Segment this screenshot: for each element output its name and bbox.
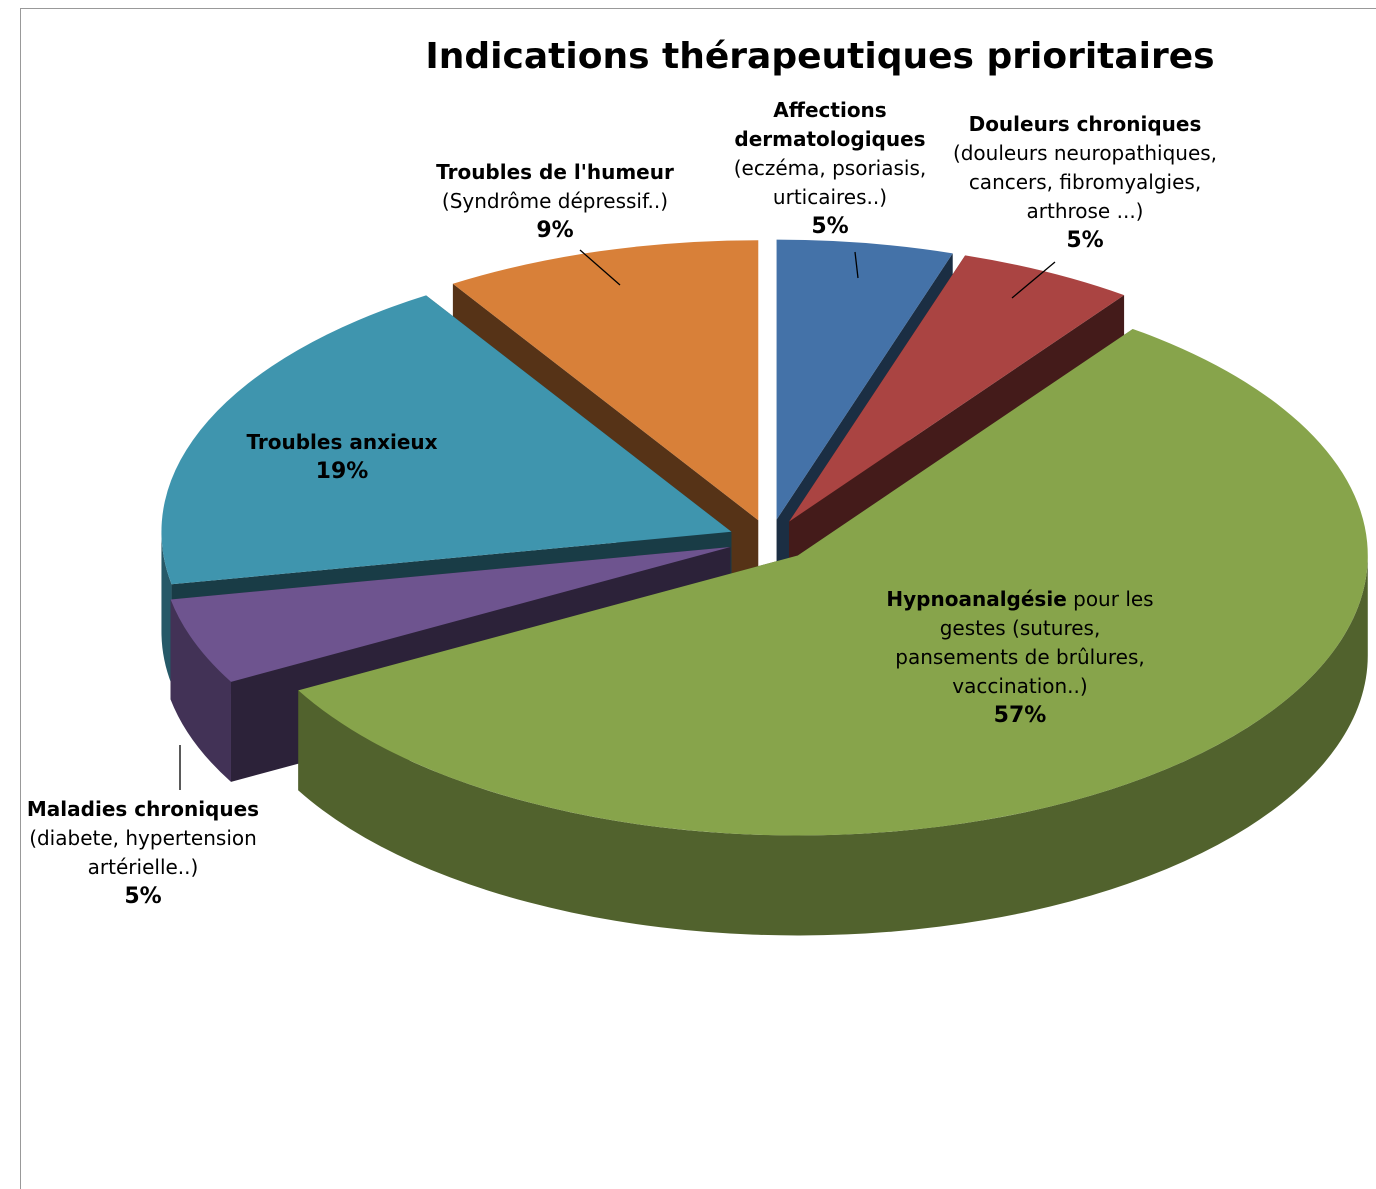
value-label: 9%: [536, 218, 574, 243]
slice-wall: [170, 599, 231, 782]
value-label: 5%: [1066, 228, 1104, 253]
chart-title: Indications thérapeutiques prioritaires: [425, 36, 1215, 77]
category-description: (eczéma, psoriasis, urticaires..): [733, 156, 927, 209]
category-name: Hypnoanalgésie: [886, 587, 1067, 611]
slice-wall: [298, 555, 1368, 936]
slice: [452, 240, 759, 521]
slice: [298, 328, 1368, 836]
category-description: (douleurs neuropathiques, cancers, fibro…: [952, 141, 1218, 223]
category-name: Troubles anxieux: [246, 430, 438, 454]
category-description: (diabete, hypertension artérielle..): [29, 826, 257, 879]
slice-wall: [161, 531, 172, 685]
data-label: Troubles anxieux 19%: [222, 428, 462, 486]
value-label: 5%: [124, 884, 162, 909]
value-label: 5%: [811, 214, 849, 239]
value-label: 19%: [315, 459, 369, 484]
category-name: Maladies chroniques: [26, 797, 260, 821]
category-name: Troubles de l'humeur: [436, 160, 674, 184]
data-label: Maladies chroniques (diabete, hypertensi…: [8, 795, 278, 911]
slice: [789, 255, 1125, 522]
value-label: 57%: [993, 703, 1047, 728]
data-label: Douleurs chroniques (douleurs neuropathi…: [935, 110, 1235, 255]
category-description: pour les gestes (sutures, pansements de …: [895, 587, 1154, 698]
data-label: Hypnoanalgésie pour les gestes (sutures,…: [875, 585, 1165, 730]
chart-frame: [20, 8, 1376, 1189]
category-name: Douleurs chroniques: [968, 112, 1202, 136]
data-label: Troubles de l'humeur (Syndrôme dépressif…: [410, 158, 700, 245]
slice-side: [170, 546, 731, 700]
slice: [776, 239, 953, 520]
category-description: (Syndrôme dépressif..): [441, 189, 669, 213]
leader-line: [579, 249, 621, 286]
leader-line: [1011, 261, 1056, 299]
data-label: Affections dermatologiques (eczéma, psor…: [725, 96, 935, 241]
slice: [170, 546, 731, 682]
category-name: Affections dermatologiques: [734, 98, 926, 151]
slice: [161, 295, 732, 585]
leader-line: [854, 251, 859, 279]
